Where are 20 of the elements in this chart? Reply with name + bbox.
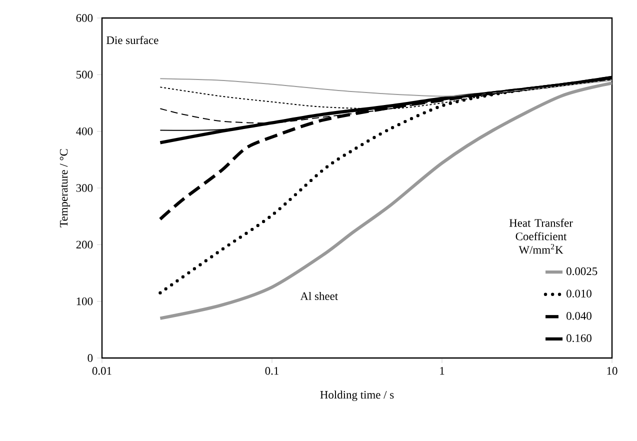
y-tick-label: 200 [76,240,93,249]
x-tick-label: 0.1 [265,367,278,375]
legend-label: 0.040 [566,312,592,320]
annotation: Die surface [106,36,158,44]
y-axis-title: Temperature / °C [60,149,70,228]
y-tick-label: 500 [76,70,93,79]
x-tick-label: 0.01 [92,367,112,375]
x-tick-label: 1 [440,367,444,375]
y-tick-label: 400 [76,127,93,136]
x-tick-label: 10 [607,367,618,375]
legend-label: 0.160 [566,334,592,342]
legend-title: Heat Transfer Coefficient W/mm$^{2}$K [509,218,573,254]
legend-label: 0.0025 [566,267,598,276]
legend-label: 0.010 [566,290,592,298]
y-tick-label: 600 [76,14,93,22]
y-tick-label: 300 [76,184,93,192]
x-axis-title: Holding time / s [320,390,394,402]
y-tick-label: 0 [88,354,93,362]
annotation: Al sheet [300,292,338,300]
y-tick-label: 100 [76,297,93,306]
